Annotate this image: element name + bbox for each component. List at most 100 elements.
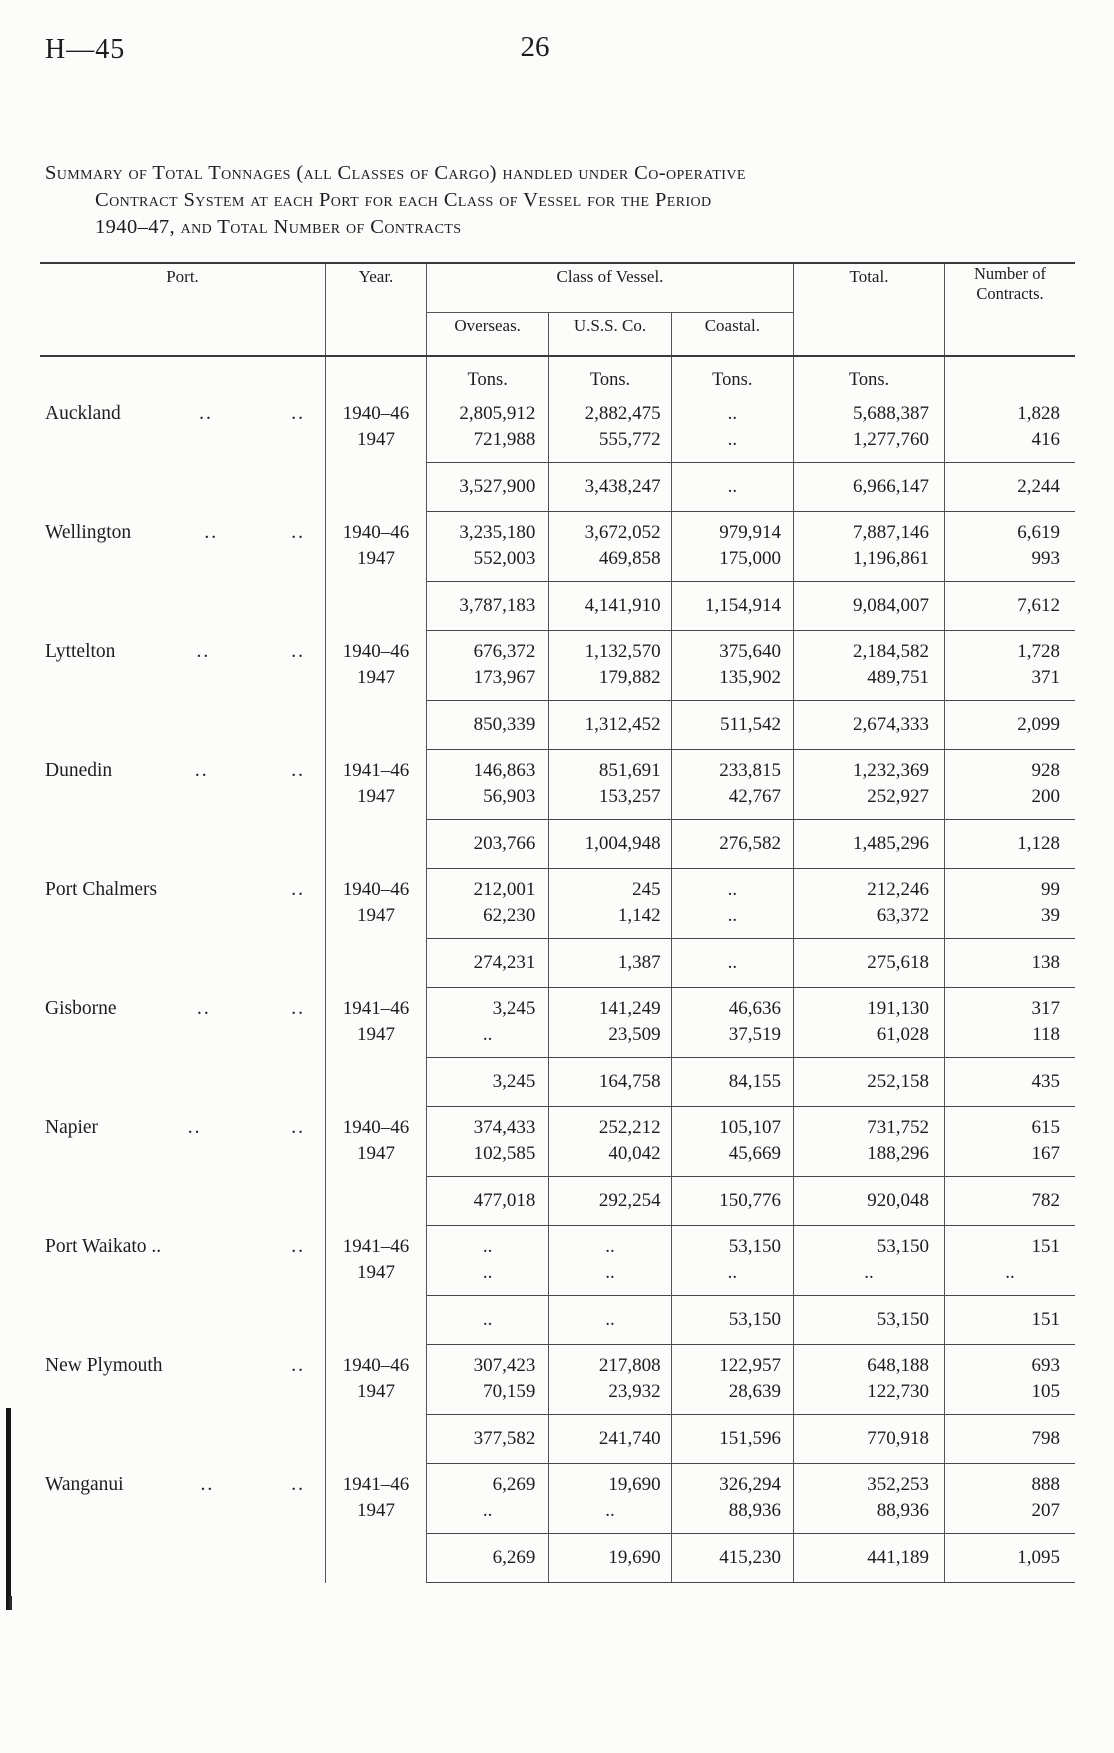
coastal-cell: 326,294 — [671, 1463, 795, 1498]
overseas-cell: 212,001 — [426, 868, 550, 903]
table-row: Port Waikato .... 1941–46.... 53,150 53,150… — [40, 1225, 1075, 1345]
port-cell: Dunedin.... — [40, 749, 326, 869]
subtotal-uss-co-cell: 3,438,247 — [548, 462, 672, 512]
table-row: 1947 70,159 23,932 28,639 122,730 105 — [40, 1379, 1075, 1415]
uss-co-cell: 3,672,052 — [548, 511, 672, 546]
port-cell: Wellington.... — [40, 511, 326, 631]
coastal-cell: 233,815 — [671, 749, 795, 784]
total-cell: 61,028 — [793, 1022, 945, 1058]
year-cell — [325, 938, 427, 988]
port-name: Port Waikato .. — [45, 1235, 162, 1257]
uss-co-cell: 252,212 — [548, 1106, 672, 1141]
total-cell: 212,246 — [793, 868, 945, 903]
year-cell: 1947 — [325, 427, 427, 463]
overseas-cell: .. — [426, 1022, 550, 1058]
subtotal-overseas-cell: 3,245 — [426, 1057, 550, 1107]
year-cell — [325, 1414, 427, 1464]
subtotal-uss-co-cell: 1,312,452 — [548, 700, 672, 750]
uss-co-cell: 153,257 — [548, 784, 672, 820]
subtotal-uss-co-cell: 164,758 — [548, 1057, 672, 1107]
total-cell: 7,887,146 — [793, 511, 945, 546]
subtotal-coastal-cell: 84,155 — [671, 1057, 795, 1107]
uss-co-cell: 1,142 — [548, 903, 672, 939]
coastal-cell: .. — [671, 868, 795, 903]
contracts-cell: 167 — [1031, 1143, 1061, 1164]
total-cell: 489,751 — [793, 665, 945, 701]
year-cell: 1941–46 — [325, 749, 427, 784]
overseas-cell: 307,423 — [426, 1344, 550, 1379]
subtotal-total-cell: 53,150 — [793, 1295, 945, 1345]
year-cell — [325, 356, 427, 393]
total-cell: 2,184,582 — [793, 630, 945, 665]
table-row: 1947.. 23,509 37,519 61,028 118 — [40, 1022, 1075, 1058]
contracts-cell: 317 — [1031, 998, 1061, 1019]
table-body: Tons. Tons. Tons. Tons. Auckland.... 1940–46 2… — [40, 356, 1075, 1583]
port-name: Wellington — [45, 521, 132, 543]
coastal-cell: 45,669 — [671, 1141, 795, 1177]
uss-co-cell: 141,249 — [548, 987, 672, 1022]
coastal-cell: 88,936 — [671, 1498, 795, 1534]
subtotal-total-cell: 441,189 — [793, 1533, 945, 1583]
total-cell: .. — [793, 1260, 945, 1296]
subtotal-coastal-cell: 511,542 — [671, 700, 795, 750]
overseas-cell: 102,585 — [426, 1141, 550, 1177]
subtotal-total-cell: 275,618 — [793, 938, 945, 988]
subtotal-total-cell: 770,918 — [793, 1414, 945, 1464]
table-row: Napier.... 1940–46 374,433 252,212 105,107 73… — [40, 1106, 1075, 1226]
leader-dots: .. — [200, 1473, 215, 1495]
subtotal-coastal-cell: 1,154,914 — [671, 581, 795, 631]
leader-dots: .. — [291, 878, 305, 900]
subtotal-uss-co-cell: 1,387 — [548, 938, 672, 988]
table-row: 1947 552,003 469,858 175,000 1,196,861 993 — [40, 546, 1075, 582]
table-row: Gisborne.... 1941–46 3,245 141,249 46,636 191… — [40, 987, 1075, 1107]
overseas-cell: 62,230 — [426, 903, 550, 939]
total-cell: 188,296 — [793, 1141, 945, 1177]
subtotal-row: 274,231 1,387.. 275,618 138 — [40, 938, 1075, 988]
leader-dots: .. — [197, 997, 211, 1019]
subtotal-row: 850,339 1,312,452 511,542 2,674,333 2,099 — [40, 700, 1075, 750]
port-name: Auckland — [45, 403, 121, 424]
total-cell: 252,927 — [793, 784, 945, 820]
leader-dots: .. — [291, 403, 305, 424]
page-number: 26 — [520, 31, 550, 63]
uss-co-cell: 19,690 — [548, 1463, 672, 1498]
total-cell: 1,196,861 — [793, 546, 945, 582]
subtotal-coastal-cell: 150,776 — [671, 1176, 795, 1226]
leader-dots: .. — [291, 997, 305, 1019]
document-title: Summary of Total Tonnages (all Classes o… — [45, 160, 1055, 241]
overseas-cell: 3,235,180 — [426, 511, 550, 546]
uss-co-cell: 179,882 — [548, 665, 672, 701]
subtotal-contracts-cell: 2,244 — [944, 462, 1075, 512]
overseas-cell: .. — [426, 1225, 550, 1260]
col-header-port: Port. — [40, 263, 326, 357]
subtotal-total-cell: 6,966,147 — [793, 462, 945, 512]
col-header-uss-co: U.S.S. Co. — [548, 312, 672, 357]
subtotal-row: 3,245 164,758 84,155 252,158 435 — [40, 1057, 1075, 1107]
coastal-cell: 37,519 — [671, 1022, 795, 1058]
port-cell: Gisborne.... — [40, 987, 326, 1107]
contracts-cell: 993 — [1031, 548, 1061, 569]
subtotal-contracts-cell: 1,095 — [944, 1533, 1075, 1583]
leader-dots: .. — [194, 759, 209, 781]
uss-co-cell: 245 — [548, 868, 672, 903]
port-cell: Napier.... — [40, 1106, 326, 1226]
col-header-class-of-vessel: Class of Vessel. — [426, 263, 794, 313]
contracts-cell: 888 — [1031, 1474, 1061, 1495]
port-cell: Port Chalmers.. — [40, 868, 326, 988]
tons-label: Tons. — [671, 356, 795, 393]
table-row: Dunedin.... 1941–46 146,863 851,691 233,815 1… — [40, 749, 1075, 869]
port-cell: Auckland.... — [40, 393, 326, 512]
subtotal-contracts-cell: 151 — [944, 1295, 1075, 1345]
tonnage-table: Port. Year. Class of Vessel. Total. Numb… — [40, 262, 1075, 1583]
uss-co-cell: 555,772 — [548, 427, 672, 463]
port-cell: Lyttelton.... — [40, 630, 326, 750]
subtotal-row: 6,269 19,690 415,230 441,189 1,095 — [40, 1533, 1075, 1583]
year-cell: 1947 — [325, 1498, 427, 1534]
uss-co-cell: 2,882,475 — [548, 393, 672, 427]
table-row: 1947.......... — [40, 1260, 1075, 1296]
subtotal-coastal-cell: 53,150 — [671, 1295, 795, 1345]
subtotal-contracts-cell: 7,612 — [944, 581, 1075, 631]
leader-dots: .. — [199, 403, 213, 424]
leader-dots: .. — [291, 1354, 305, 1376]
year-cell: 1940–46 — [325, 1344, 427, 1379]
